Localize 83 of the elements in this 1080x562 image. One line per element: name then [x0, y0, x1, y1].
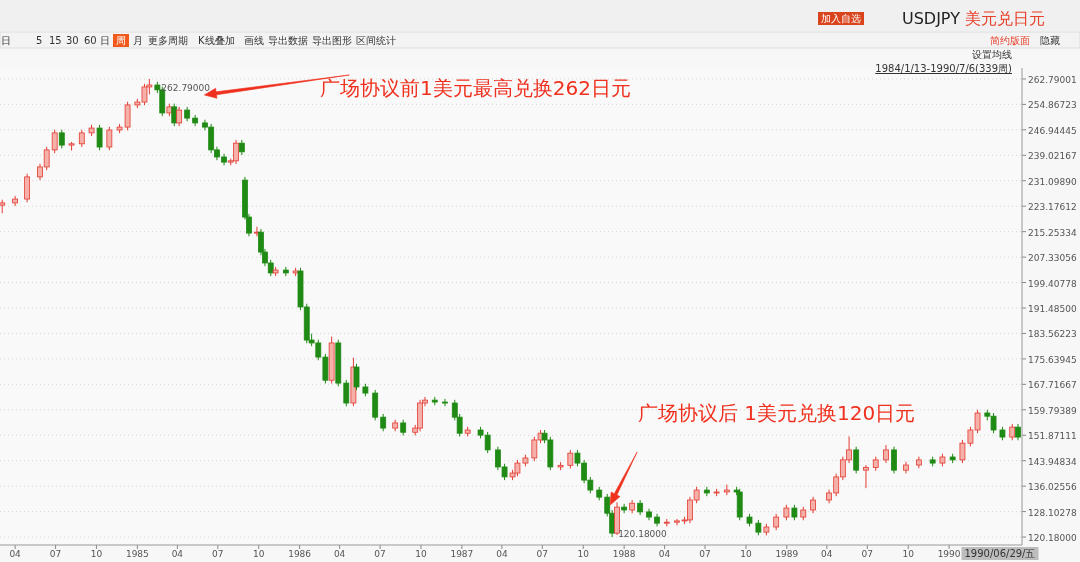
y-tick-label: 239.02167 [1028, 151, 1077, 162]
text: 60 [84, 35, 97, 46]
x-tick-label: 10 [740, 549, 752, 559]
candlestick [51, 129, 58, 154]
candlestick [353, 363, 360, 391]
text: 30 [66, 35, 79, 46]
text: 导出图形 [312, 35, 352, 46]
text: 日 [1, 35, 11, 46]
y-tick-label: 120.18000 [1028, 533, 1077, 544]
y-tick-label: 159.79389 [1028, 405, 1077, 416]
text: 15 [49, 35, 62, 46]
annotation: 广场协议后 1美元兑换120日元 [638, 401, 916, 425]
y-tick-label: 254.86723 [1028, 100, 1077, 111]
x-tick-label: 1987 [450, 549, 474, 559]
text: K线叠加 [198, 35, 235, 46]
candlestick [891, 446, 897, 474]
y-tick-label: 262.79001 [1028, 74, 1077, 85]
text: 日 [100, 35, 110, 46]
candlestick [567, 449, 574, 470]
y-tick-label: 151.87111 [1028, 431, 1077, 442]
y-tick-label: 207.33056 [1028, 253, 1077, 264]
text: 加入自选 [821, 13, 861, 24]
text: 设置均线 [972, 49, 1012, 60]
x-tick-label: 04 [496, 549, 508, 559]
text: 区间统计 [356, 35, 396, 46]
y-tick-label: 246.94445 [1028, 125, 1077, 136]
text: 隐藏 [1040, 35, 1060, 46]
candlestick [531, 436, 538, 462]
x-tick-label: 10 [90, 549, 103, 559]
y-tick-label: 175.63945 [1028, 354, 1077, 365]
candlestick [863, 464, 869, 489]
candlestick [24, 173, 31, 203]
x-tick-label: 04 [171, 549, 184, 559]
x-tick-label: 10 [577, 549, 590, 559]
x-tick-label: 1988 [612, 549, 636, 559]
y-tick-label: 143.94834 [1028, 456, 1077, 467]
x-tick-label: 1986 [288, 549, 312, 559]
x-tick-label: 07 [536, 549, 549, 559]
x-tick-label: 07 [861, 549, 874, 559]
candlestick [442, 398, 448, 407]
text: 1990/06/29/五 [964, 548, 1036, 559]
x-tick-label: 07 [49, 549, 62, 559]
y-tick-label: 223.17612 [1028, 202, 1077, 213]
text: 周 [116, 35, 126, 46]
y-tick-label: 215.25334 [1028, 227, 1077, 238]
annotation: 广场协议前1美元最高兑换262日元 [320, 76, 631, 100]
text: 月 [133, 35, 143, 46]
annotation: 1984/1/13-1990/7/6(339周) [875, 63, 1013, 74]
y-tick-label: 199.40778 [1028, 278, 1077, 289]
x-tick-label: 04 [821, 549, 833, 559]
y-tick-label: 191.48500 [1028, 303, 1077, 314]
candlestick [343, 379, 350, 407]
text: 导出数据 [268, 35, 308, 46]
x-tick-label: 04 [333, 549, 346, 559]
text: 画线 [244, 35, 264, 46]
x-tick-label: 07 [699, 549, 711, 559]
y-tick-label: 183.56223 [1028, 329, 1077, 340]
x-tick-label: 10 [253, 549, 265, 559]
x-tick-label: 1985 [125, 549, 149, 559]
candlestick [106, 126, 113, 151]
y-tick-label: 231.09890 [1028, 176, 1077, 187]
y-tick-label: 128.10278 [1028, 507, 1077, 518]
x-tick-label: 04 [658, 549, 671, 559]
text: 5 [36, 35, 43, 46]
y-tick-label: 167.71667 [1028, 380, 1077, 391]
x-tick-label: 10 [415, 549, 427, 559]
x-tick-label: 1989 [775, 549, 799, 559]
candlestick [58, 129, 65, 149]
text: 更多周期 [148, 35, 188, 46]
annotation: 120.18000 [618, 529, 668, 540]
x-tick-label: 10 [902, 549, 915, 559]
chart-title: USDJPY 美元兑日元 [901, 9, 1045, 28]
candlestick [176, 106, 183, 127]
candlestick [853, 446, 860, 474]
y-tick-label: 136.02556 [1028, 482, 1077, 493]
text: 简约版面 [990, 35, 1030, 46]
x-tick-label: 07 [212, 549, 224, 559]
annotation: 262.79000 [161, 82, 211, 93]
x-tick-label: 1990 [937, 549, 961, 559]
x-tick-label: 04 [9, 549, 22, 559]
candlestick [254, 226, 260, 237]
x-tick-label: 07 [374, 549, 386, 559]
candlestick [96, 124, 103, 151]
